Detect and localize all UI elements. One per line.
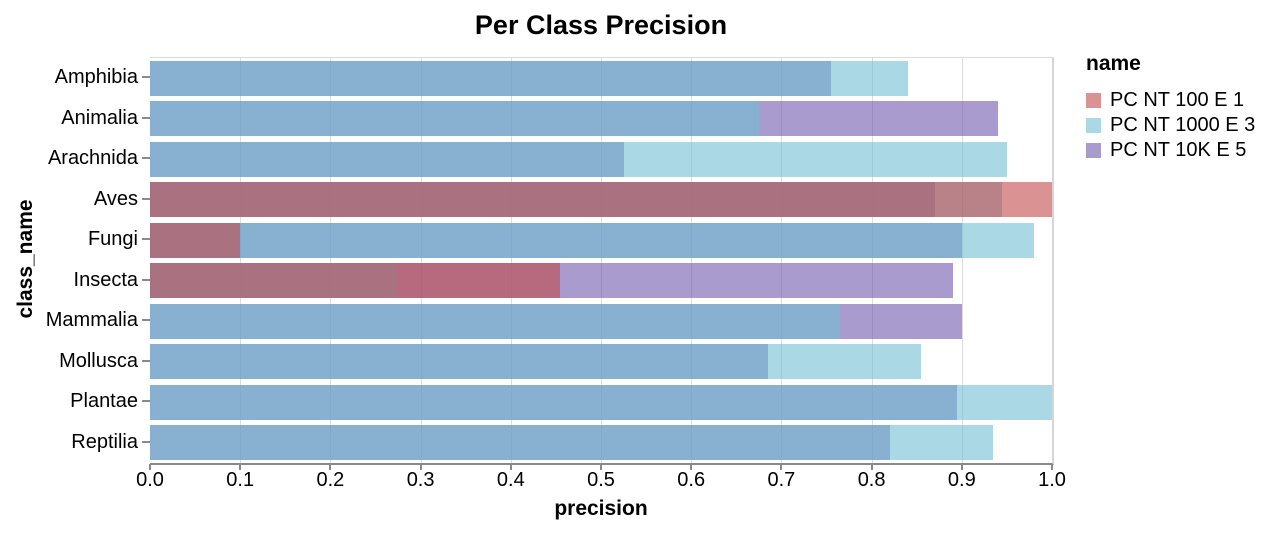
bar-row-aves: [150, 180, 1052, 221]
y-tick-mark: [142, 359, 150, 362]
bar: [150, 60, 908, 96]
gridline: [691, 58, 693, 463]
y-tick-mark: [142, 400, 150, 403]
y-tick-mark: [142, 76, 150, 79]
x-axis-title: precision: [554, 497, 648, 520]
bar-row-plantae: [150, 382, 1052, 423]
plot-area: [150, 57, 1054, 465]
legend-swatch: [1086, 93, 1101, 108]
y-tick-label: Insecta: [73, 268, 138, 291]
legend-items: PC NT 100 E 1 PC NT 1000 E 3 PC NT 10K E 5: [1086, 88, 1255, 163]
bar-row-reptilia: [150, 423, 1052, 464]
x-tick-mark: [600, 464, 602, 470]
x-tick-mark: [419, 464, 422, 470]
y-tick-label: Mollusca: [59, 349, 138, 372]
legend-item: PC NT 1000 E 3: [1086, 113, 1255, 138]
gridline: [871, 58, 873, 463]
x-tick-mark: [960, 464, 963, 470]
gridline: [601, 58, 602, 463]
x-tick-label: 0.4: [496, 469, 525, 491]
y-tick-mark: [142, 197, 150, 200]
legend-label: PC NT 100 E 1: [1110, 89, 1245, 111]
x-tick-mark: [149, 464, 151, 470]
bar: [150, 222, 241, 258]
x-tick-mark: [239, 464, 242, 470]
y-tick-label: Plantae: [70, 390, 138, 413]
x-tick-mark: [329, 464, 332, 470]
bar-row-fungi: [150, 220, 1052, 261]
y-tick-label: Amphibia: [54, 66, 138, 89]
y-tick-mark: [142, 278, 150, 281]
y-tick-mark: [142, 319, 150, 322]
x-tick-label: 0.1: [226, 469, 255, 491]
bar: [150, 222, 1034, 258]
y-tick-mark: [142, 116, 150, 119]
x-tick-label: 0.5: [587, 469, 615, 491]
x-tick-label: 0.9: [947, 469, 976, 491]
x-tick-mark: [870, 464, 873, 470]
legend: name PC NT 100 E 1 PC NT 1000 E 3 PC NT 10…: [1086, 52, 1255, 163]
bars-layer: [150, 58, 1052, 463]
x-tick-label: 0.3: [406, 469, 435, 491]
bar-row-animalia: [150, 99, 1052, 140]
y-tick-label: Arachnida: [47, 147, 138, 170]
gridline: [510, 58, 512, 463]
x-tick-mark: [1051, 464, 1053, 470]
bar-row-mammalia: [150, 301, 1052, 342]
y-tick-label: Fungi: [87, 228, 138, 251]
gridline: [781, 58, 783, 463]
gridline: [330, 58, 332, 463]
y-tick-label: Mammalia: [45, 309, 138, 332]
legend-item: PC NT 100 E 1: [1086, 88, 1255, 113]
bar-row-mollusca: [150, 342, 1052, 383]
legend-label: PC NT 10K E 5: [1110, 139, 1247, 161]
bar-row-amphibia: [150, 58, 1052, 99]
gridline: [420, 58, 422, 463]
bar-row-arachnida: [150, 139, 1052, 180]
x-tick-label: 0.7: [767, 469, 796, 491]
y-tick-label: Reptilia: [71, 430, 138, 453]
gridline: [961, 58, 963, 463]
bar: [150, 141, 1007, 177]
x-tick-mark: [509, 464, 512, 470]
bar: [150, 263, 561, 299]
bar: [150, 182, 1052, 218]
bar: [150, 303, 841, 339]
bar-row-insecta: [150, 261, 1052, 302]
x-tick-mark: [780, 464, 783, 470]
legend-label: PC NT 1000 E 3: [1110, 114, 1256, 136]
y-tick-label: Aves: [93, 187, 138, 210]
y-tick-mark: [142, 440, 150, 443]
bar: [150, 344, 922, 380]
bar: [150, 101, 759, 137]
legend-swatch: [1086, 143, 1101, 158]
y-tick-mark: [142, 238, 150, 241]
x-tick-label: 1.0: [1038, 469, 1066, 491]
legend-swatch: [1086, 118, 1101, 133]
legend-title: name: [1086, 52, 1141, 75]
y-tick-mark: [142, 157, 150, 160]
legend-item: PC NT 10K E 5: [1086, 138, 1255, 163]
gridline: [240, 58, 242, 463]
bar: [150, 384, 1052, 420]
x-tick-mark: [690, 464, 693, 470]
x-tick-label: 0.2: [316, 469, 345, 491]
x-tick-label: 0.6: [677, 469, 706, 491]
x-tick-label: 0.0: [136, 469, 164, 491]
x-tick-label: 0.8: [857, 469, 886, 491]
bar: [150, 425, 994, 461]
y-tick-label: Animalia: [61, 106, 138, 129]
chart-title: Per Class Precision: [474, 10, 728, 40]
